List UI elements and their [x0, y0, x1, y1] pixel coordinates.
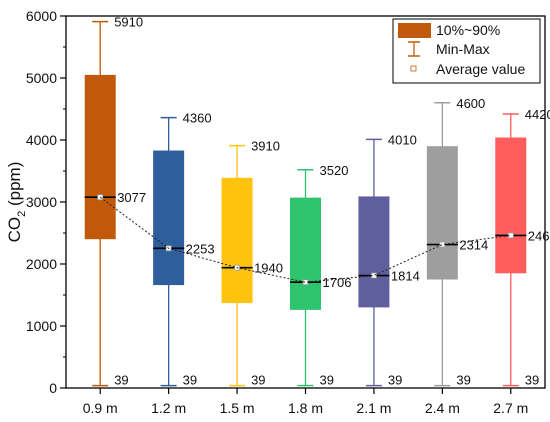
min-label: 39 — [456, 373, 470, 388]
mean-label: 2314 — [459, 238, 488, 253]
mean-label: 1940 — [254, 261, 283, 276]
box-series: 5910 3077 39 4360 2253 39 3910 1940 39 3520 1706 39… — [84, 15, 550, 388]
min-label: 39 — [525, 373, 539, 388]
y-axis-label-subscript: 2 — [16, 211, 28, 217]
x-tick-label: 1.8 m — [288, 400, 323, 416]
x-tick-label: 2.1 m — [356, 400, 391, 416]
y-tick-label: 4000 — [26, 132, 57, 148]
mean-label: 2461 — [528, 228, 550, 243]
legend-mean-marker — [410, 65, 417, 72]
max-label: 4360 — [183, 111, 212, 126]
mean-trend-line — [99, 196, 511, 283]
y-tick-label: 6000 — [26, 8, 57, 24]
mean-label: 3077 — [117, 190, 146, 205]
x-tick-label: 0.9 m — [83, 400, 118, 416]
max-label: 4420 — [525, 107, 550, 122]
mean-label: 1814 — [391, 269, 420, 284]
y-axis: 0 1000 2000 3000 4000 5000 6000 — [26, 8, 66, 396]
y-tick-label: 3000 — [26, 194, 57, 210]
y-axis-label-unit: (ppm) — [5, 162, 24, 211]
legend-label: Min-Max — [436, 41, 490, 57]
min-label: 39 — [320, 373, 334, 388]
y-tick-label: 5000 — [26, 70, 57, 86]
box-rect — [221, 177, 253, 304]
box-group: 3910 1940 39 — [221, 139, 283, 388]
min-label: 39 — [114, 373, 128, 388]
max-label: 3520 — [320, 163, 349, 178]
legend-swatch-box — [398, 23, 431, 38]
legend-label: Average value — [436, 61, 525, 77]
max-label: 4600 — [456, 96, 485, 111]
x-tick-label: 1.2 m — [151, 400, 186, 416]
box-rect — [153, 150, 185, 286]
x-tick-label: 2.4 m — [425, 400, 460, 416]
y-axis-label: CO2 (ppm) — [5, 162, 28, 243]
box-group: 3520 1706 39 — [290, 163, 351, 388]
max-label: 5910 — [114, 15, 143, 30]
box-group: 5910 3077 39 — [84, 15, 146, 388]
mean-label: 1706 — [323, 275, 352, 290]
box-rect — [426, 146, 458, 280]
y-tick-label: 0 — [49, 380, 57, 396]
y-tick-label: 1000 — [26, 318, 57, 334]
legend-label: 10%~90% — [436, 22, 500, 38]
box-group: 4600 2314 39 — [426, 96, 488, 388]
mean-label: 2253 — [186, 241, 215, 256]
min-label: 39 — [183, 373, 197, 388]
box-group: 4010 1814 39 — [358, 132, 420, 388]
legend: 10%~90% Min-Max Average value — [392, 18, 541, 84]
min-label: 39 — [251, 373, 265, 388]
y-axis-label-main: CO — [5, 217, 24, 243]
max-label: 3910 — [251, 139, 280, 154]
x-tick-label: 2.7 m — [493, 400, 528, 416]
min-label: 39 — [388, 373, 402, 388]
box-rect — [358, 196, 390, 308]
box-rect — [84, 74, 116, 240]
y-tick-label: 2000 — [26, 256, 57, 272]
x-tick-label: 1.5 m — [220, 400, 255, 416]
box-rect — [290, 197, 321, 310]
x-axis: 0.9 m 1.2 m 1.5 m 1.8 m 2.1 m 2.4 m 2.7 m — [83, 388, 528, 416]
box-group: 4420 2461 39 — [495, 107, 550, 388]
box-rect — [495, 137, 527, 274]
box-group: 4360 2253 39 — [153, 111, 215, 388]
max-label: 4010 — [388, 132, 417, 147]
